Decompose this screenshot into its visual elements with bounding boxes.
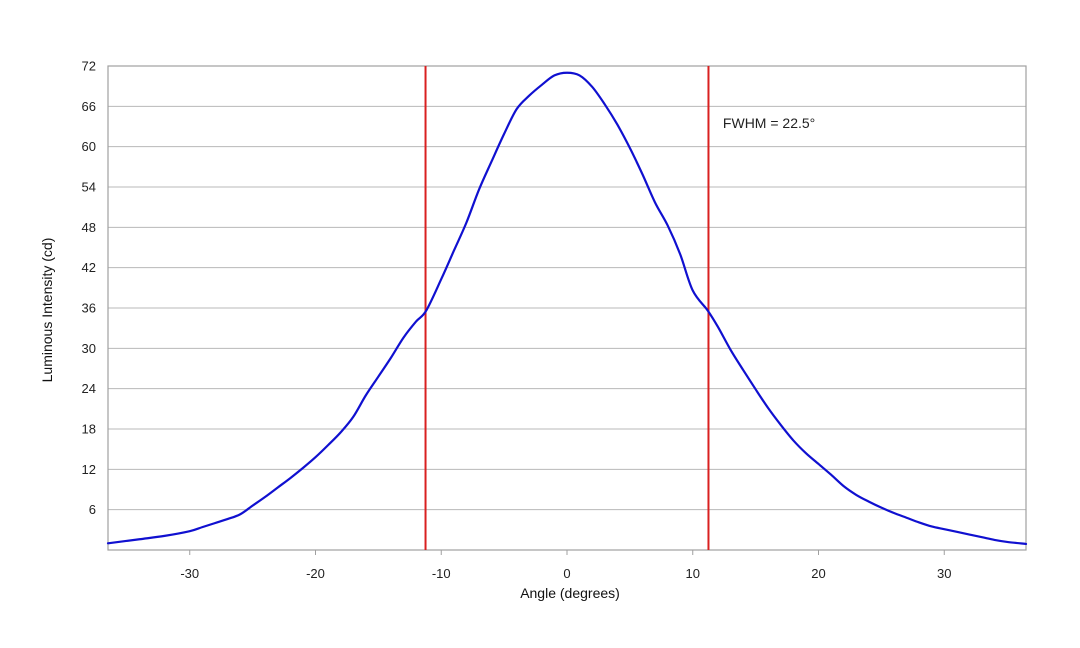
horizontal-gridlines xyxy=(108,105,1026,511)
x-tick-label-10: 10 xyxy=(686,566,700,581)
fwhm-annotation: FWHM = 22.5° xyxy=(723,115,815,131)
y-tick-label-18: 18 xyxy=(82,422,96,437)
y-tick-label-36: 36 xyxy=(82,301,96,316)
y-tick-label-48: 48 xyxy=(82,220,96,235)
fwhm-reference-lines xyxy=(424,66,710,550)
y-axis-title: Luminous Intensity (cd) xyxy=(39,238,55,383)
y-axis-tick-labels: 6 12 18 24 30 36 42 48 54 60 66 72 xyxy=(82,59,96,518)
x-tick-label-20: 20 xyxy=(811,566,825,581)
y-tick-label-12: 12 xyxy=(82,462,96,477)
annotations: FWHM = 22.5° xyxy=(723,115,815,131)
intensity-curve-series xyxy=(106,71,1028,546)
y-tick-label-60: 60 xyxy=(82,139,96,154)
x-axis-tick-labels: -30 -20 -10 0 10 20 30 xyxy=(180,566,951,581)
y-tick-label-42: 42 xyxy=(82,260,96,275)
y-tick-label-72: 72 xyxy=(82,59,96,74)
y-tick-label-66: 66 xyxy=(82,99,96,114)
intensity-curve xyxy=(106,71,1028,546)
x-tick-label-30: 30 xyxy=(937,566,951,581)
plot-frame xyxy=(107,65,1027,555)
y-tick-label-6: 6 xyxy=(89,502,96,517)
x-tick-label-neg10: -10 xyxy=(432,566,451,581)
x-axis-title: Angle (degrees) xyxy=(520,585,620,601)
x-tick-label-0: 0 xyxy=(563,566,570,581)
y-tick-label-24: 24 xyxy=(82,381,96,396)
x-tick-label-neg30: -30 xyxy=(180,566,199,581)
y-tick-label-54: 54 xyxy=(82,180,96,195)
y-tick-label-30: 30 xyxy=(82,341,96,356)
x-tick-label-neg20: -20 xyxy=(306,566,325,581)
